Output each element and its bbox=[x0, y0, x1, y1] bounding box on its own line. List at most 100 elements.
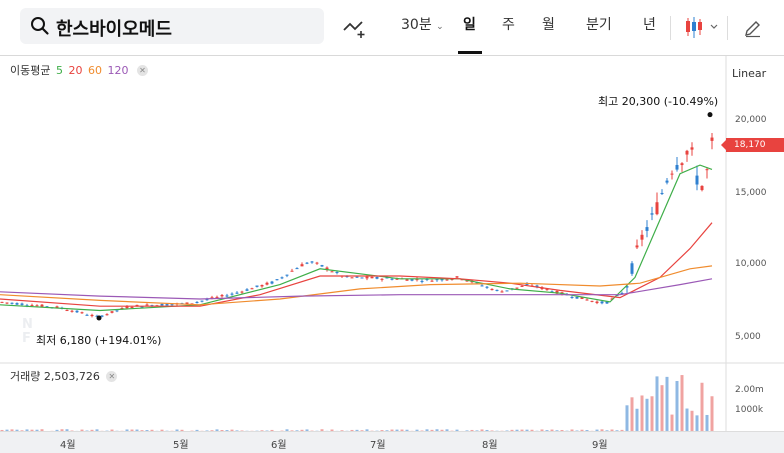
tab-week[interactable]: 주 bbox=[502, 17, 515, 33]
volume-bar bbox=[530, 429, 534, 431]
search-icon bbox=[31, 17, 49, 35]
candle-body bbox=[710, 137, 714, 141]
candle-body bbox=[200, 300, 204, 302]
candle-body bbox=[320, 265, 324, 267]
volume-bar bbox=[515, 429, 519, 431]
candle-body bbox=[330, 271, 334, 273]
chevron-down-icon: ⌄ bbox=[436, 22, 444, 32]
high-annotation: 최고 20,300 (-10.49%) bbox=[598, 95, 719, 108]
volume-bar bbox=[10, 429, 14, 431]
volume-bar bbox=[580, 429, 584, 431]
candle-body bbox=[485, 286, 489, 288]
candle-body bbox=[375, 276, 379, 279]
candle-body bbox=[5, 302, 9, 304]
volume-bar bbox=[505, 430, 509, 431]
volume-bar bbox=[560, 429, 564, 431]
volume-bar bbox=[135, 429, 139, 431]
candle-body bbox=[230, 293, 234, 295]
chart-plot[interactable] bbox=[0, 56, 784, 453]
volume-bar bbox=[475, 430, 479, 431]
volume-bar bbox=[610, 429, 614, 431]
volume-bar bbox=[175, 429, 179, 431]
volume-bar bbox=[360, 430, 364, 431]
candle-body bbox=[135, 304, 139, 306]
candle-body bbox=[360, 277, 364, 279]
volume-bar bbox=[215, 429, 219, 431]
candle-body bbox=[130, 306, 134, 308]
candle-body bbox=[705, 169, 709, 171]
pencil-icon[interactable] bbox=[743, 18, 763, 38]
candle-body bbox=[405, 279, 409, 281]
volume-bar bbox=[640, 395, 644, 431]
volume-bar bbox=[340, 430, 344, 431]
tab-quarter[interactable]: 분기 bbox=[586, 17, 612, 33]
volume-bar bbox=[540, 429, 544, 431]
candle-body bbox=[595, 301, 599, 304]
volume-bar bbox=[350, 429, 354, 431]
stock-name[interactable]: 한스바이오메드 bbox=[56, 19, 172, 40]
stock-search-box[interactable]: 한스바이오메드 bbox=[20, 8, 324, 44]
draw-trendline-icon[interactable] bbox=[342, 16, 368, 40]
candle-body bbox=[185, 302, 189, 305]
candle-body bbox=[235, 292, 239, 294]
candle-body bbox=[195, 301, 199, 303]
candle-body bbox=[535, 285, 539, 287]
candle-body bbox=[390, 278, 394, 280]
x-tick-label: 6월 bbox=[271, 440, 287, 451]
volume-bar bbox=[440, 429, 444, 431]
candle-body bbox=[695, 175, 699, 185]
candle-body bbox=[145, 304, 149, 306]
ma-120-label: 120 bbox=[107, 64, 129, 77]
candle-body bbox=[215, 296, 219, 298]
close-icon[interactable]: ✕ bbox=[136, 65, 148, 76]
candle-body bbox=[350, 277, 354, 279]
ma-5-line bbox=[0, 164, 713, 312]
x-tick-label: 5월 bbox=[173, 440, 189, 451]
close-icon[interactable]: ✕ bbox=[106, 371, 118, 382]
volume-bar bbox=[270, 429, 274, 431]
candle-body bbox=[290, 270, 294, 272]
candle-body bbox=[30, 305, 34, 307]
candle-body bbox=[505, 290, 509, 292]
volume-bar bbox=[230, 429, 234, 431]
candle-body bbox=[120, 307, 124, 310]
tab-year[interactable]: 년 bbox=[643, 17, 656, 33]
volume-bar bbox=[670, 414, 674, 431]
volume-bar bbox=[260, 430, 264, 431]
ma-legend-label: 이동평균 bbox=[10, 64, 51, 77]
tab-month[interactable]: 월 bbox=[542, 17, 555, 33]
candle-body bbox=[220, 295, 224, 297]
volume-bar bbox=[555, 430, 559, 431]
candle-body bbox=[645, 227, 649, 231]
candle-body bbox=[665, 180, 669, 183]
toolbar-divider bbox=[727, 16, 728, 40]
candle-body bbox=[245, 289, 249, 291]
candle-body bbox=[500, 291, 504, 293]
y-tick-label: 20,000 bbox=[735, 115, 767, 125]
volume-bar bbox=[510, 429, 514, 431]
volume-bar bbox=[5, 429, 9, 431]
candle-body bbox=[140, 306, 144, 308]
low-annotation: 최저 6,180 (+194.01%) bbox=[36, 334, 162, 347]
candle-body bbox=[410, 279, 414, 281]
interval-dropdown[interactable]: 30분 ⌄ bbox=[401, 14, 444, 34]
candle-body bbox=[115, 310, 119, 312]
candle-body bbox=[425, 279, 429, 281]
candle-body bbox=[600, 301, 604, 304]
volume-bar bbox=[210, 430, 214, 431]
volume-bar bbox=[320, 429, 324, 431]
volume-bar bbox=[575, 430, 579, 431]
candle-body bbox=[455, 276, 459, 278]
volume-tick-label: 1000k bbox=[735, 405, 764, 415]
candle-body bbox=[465, 280, 469, 282]
scale-mode-button[interactable]: Linear bbox=[732, 67, 767, 80]
volume-bar bbox=[390, 429, 394, 431]
toolbar-divider bbox=[670, 16, 671, 40]
active-tab-indicator bbox=[458, 51, 482, 54]
candle-body bbox=[95, 315, 99, 317]
volume-legend: 거래량 2,503,726 ✕ bbox=[10, 368, 118, 384]
tab-day[interactable]: 일 bbox=[463, 17, 476, 33]
volume-bar bbox=[305, 429, 309, 431]
candlestick-type-icon[interactable] bbox=[684, 16, 720, 40]
